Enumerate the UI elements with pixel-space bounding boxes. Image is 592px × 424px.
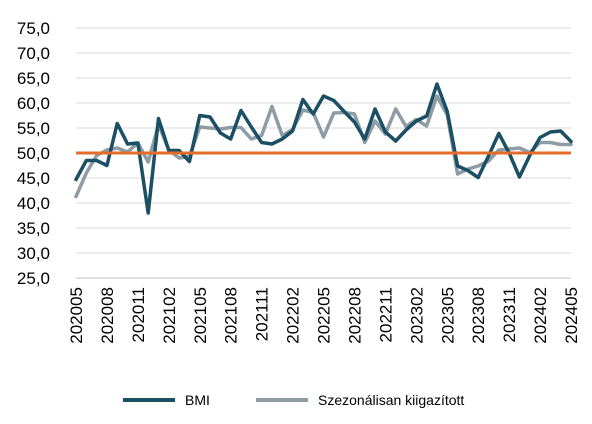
x-tick-label: 202102 [160,287,179,344]
y-tick-label: 30,0 [17,244,50,263]
legend: BMI Szezonálisan kiigazított [0,392,592,414]
x-tick-label: 202208 [345,287,364,344]
x-tick-label: 202311 [500,287,519,342]
x-tick-label: 202305 [438,287,457,344]
series-lines [74,82,573,215]
y-tick-label: 75,0 [17,19,50,38]
x-tick-label: 202008 [98,287,117,344]
legend-label-seasonally-adjusted: Szezonálisan kiigazított [318,392,465,408]
x-tick-label: 202108 [222,287,241,344]
x-tick-label: 202308 [469,287,488,344]
legend-swatch-seasonally-adjusted [256,398,308,402]
x-tick-label: 202302 [407,287,426,344]
series-line-bmi [74,82,573,215]
x-tick-label: 202211 [376,287,395,342]
y-tick-label: 55,0 [17,119,50,138]
x-tick-label: 202005 [67,287,86,344]
y-axis: 25,0 30,0 35,0 40,0 45,0 50,0 55,0 60,0 65,0 70,0… [17,19,50,288]
x-axis: 202005 202008 202011 202102 202105 202108 2021… [67,287,581,344]
y-tick-label: 40,0 [17,194,50,213]
legend-label-bmi: BMI [185,392,210,408]
x-tick-label: 202205 [315,287,334,344]
y-tick-label: 65,0 [17,69,50,88]
x-tick-label: 202111 [253,287,272,341]
y-tick-label: 45,0 [17,169,50,188]
y-tick-label: 60,0 [17,94,50,113]
y-tick-label: 50,0 [17,144,50,163]
x-tick-label: 202405 [562,287,581,344]
x-tick-label: 202202 [284,287,303,344]
legend-swatch-bmi [123,398,175,402]
y-tick-label: 35,0 [17,219,50,238]
y-tick-label: 25,0 [17,269,50,288]
legend-item-seasonally-adjusted: Szezonálisan kiigazított [256,392,464,408]
y-tick-label: 70,0 [17,44,50,63]
x-tick-label: 202011 [129,287,148,342]
legend-item-bmi: BMI [123,392,210,408]
x-tick-label: 202402 [531,287,550,344]
x-tick-label: 202105 [191,287,210,344]
